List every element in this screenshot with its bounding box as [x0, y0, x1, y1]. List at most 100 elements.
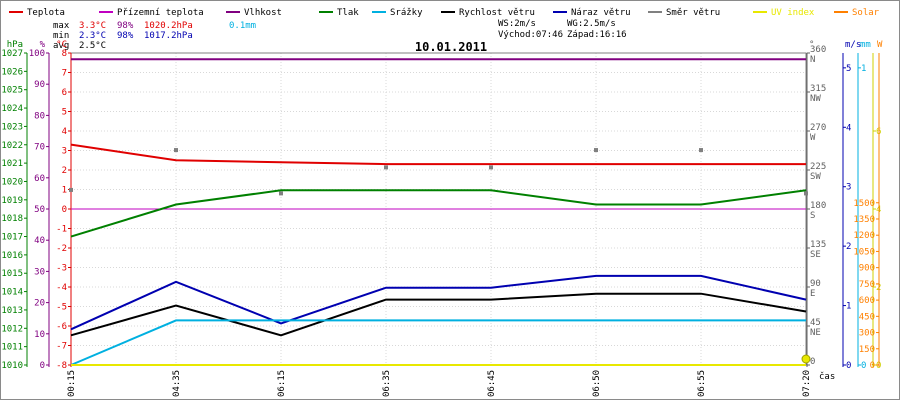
- axis-tick-label: 450: [859, 312, 875, 322]
- axis-tick-label: 135: [810, 240, 826, 250]
- legend-item: Vlhkost: [226, 8, 282, 18]
- hpa-axis: 1010 1011 1012 1013 1014 1015 1016 1017 1018 1019…: [1, 40, 28, 371]
- axis-tick-label: -3: [56, 264, 67, 274]
- legend-item: Směr větru: [648, 8, 720, 18]
- axis-tick-label: -1: [56, 225, 67, 235]
- axis-tick-label: 45: [810, 318, 821, 328]
- direction-label: W: [810, 133, 816, 143]
- axis-tick-label: 70: [34, 143, 45, 153]
- legend-label: Rychlost větru: [459, 8, 535, 18]
- x-tick-label: 06:45: [487, 370, 497, 397]
- legend-item: Rychlost větru: [441, 8, 535, 18]
- legend-item: Srážky: [372, 8, 423, 18]
- x-axis-unit-label: čas: [819, 371, 835, 382]
- axis-tick-label: 1010: [1, 361, 23, 371]
- direction-label: SW: [810, 172, 821, 182]
- axis-tick-label: 1021: [1, 159, 23, 169]
- legend-label: Solar: [852, 8, 880, 18]
- legend-label: Srážky: [390, 8, 423, 18]
- axis-tick-label: 60: [34, 174, 45, 184]
- axis-tick-label: 1026: [1, 67, 23, 77]
- axis-tick-label: 0: [810, 357, 815, 367]
- direction-label: E: [810, 289, 815, 299]
- axis-tick-label: 0: [62, 205, 67, 215]
- wind-direction-point: [69, 187, 73, 192]
- stat-max-temp: 3.3°C: [79, 21, 106, 31]
- axis-tick-label: 50: [34, 205, 45, 215]
- axis-tick-label: 360: [810, 45, 826, 55]
- direction-label: NE: [810, 328, 821, 338]
- axis-tick-label: 225: [810, 162, 826, 172]
- axis-tick-label: -2: [56, 244, 67, 254]
- axis-tick-label: 8: [62, 49, 67, 59]
- x-tick-label: 06:15: [277, 370, 287, 397]
- axis-tick-label: 1027: [1, 49, 23, 59]
- axis-tick-label: 3: [846, 183, 851, 193]
- info-sunset: Západ:16:16: [567, 30, 627, 40]
- series-line-náraz-větru: [70, 274, 807, 331]
- series-wind-direction: [69, 148, 808, 196]
- axis-tick-label: 270: [810, 123, 826, 133]
- axis-tick-label: 1200: [853, 231, 875, 241]
- axis-tick-label: 2: [62, 166, 67, 176]
- axis-tick-label: 3: [62, 147, 67, 157]
- legend-item: Přízemní teplota: [99, 8, 204, 18]
- wind-direction-point: [804, 191, 808, 196]
- legend-label: Teplota: [27, 8, 65, 18]
- wind-direction-point: [489, 165, 493, 170]
- axis-tick-label: 1023: [1, 122, 23, 132]
- series-line-teplota: [70, 143, 806, 166]
- x-tick-label: 07:20: [802, 370, 812, 397]
- legend-item: Solar: [834, 8, 880, 18]
- axis-tick-label: 1018: [1, 214, 23, 224]
- axis-tick-label: 900: [859, 264, 875, 274]
- info-ws: WS:2m/s: [498, 19, 536, 29]
- stat-avg-label: avg: [53, 41, 69, 51]
- axis-tick-label: 10: [34, 330, 45, 340]
- axis-tick-label: 2: [846, 242, 851, 252]
- wind-axis: 0 1 2 3 4 5 m/s: [842, 40, 861, 371]
- axis-tick-label: 100: [29, 49, 45, 59]
- rain-axis: 0 1 mm: [857, 40, 871, 371]
- axis-tick-label: 150: [859, 345, 875, 355]
- axis-unit-label: %: [40, 40, 46, 50]
- axis-tick-label: 1022: [1, 141, 23, 151]
- stat-min-temp: 2.3°C: [79, 31, 106, 41]
- x-tick-label: 00:15: [67, 370, 77, 397]
- x-tick-label: 04:35: [172, 370, 182, 397]
- axis-tick-label: 300: [859, 329, 875, 339]
- legend-label: Vlhkost: [244, 8, 282, 18]
- axis-tick-label: 90: [810, 279, 821, 289]
- axis-tick-label: 1019: [1, 196, 23, 206]
- legend-label: UV index: [771, 8, 815, 18]
- solar-axis: 0 150 300 450 600 750 900 1050 1200 1350 1500 W: [853, 40, 883, 371]
- axis-unit-label: hPa: [7, 40, 23, 50]
- axis-tick-label: 6: [62, 88, 67, 98]
- axis-tick-label: -4: [56, 283, 67, 293]
- series-line-tlak: [70, 189, 807, 238]
- stat-min-hum: 98%: [117, 31, 134, 41]
- direction-label: NW: [810, 94, 821, 104]
- axis-unit-label: °: [809, 40, 814, 50]
- axis-tick-label: 750: [859, 280, 875, 290]
- axis-tick-label: 1: [846, 302, 851, 312]
- axis-tick-label: -8: [56, 361, 67, 371]
- axis-tick-label: 1500: [853, 199, 875, 209]
- axis-unit-label: mm: [860, 40, 871, 50]
- direction-label: S: [810, 211, 815, 221]
- axis-tick-label: 1020: [1, 177, 23, 187]
- axis-tick-label: 1: [62, 186, 67, 196]
- legend-item: UV index: [753, 8, 815, 18]
- axis-tick-label: -6: [56, 322, 67, 332]
- series-line-srážky: [70, 319, 806, 366]
- wind-direction-point: [594, 148, 598, 153]
- stat-avg-temp: 2.5°C: [79, 41, 106, 51]
- stat-max-rain: 0.1mm: [229, 21, 256, 31]
- axis-tick-label: 5: [846, 64, 851, 74]
- axis-tick-label: 4: [846, 123, 851, 133]
- axis-tick-label: 180: [810, 201, 826, 211]
- humidity-axis: 0 10 20 30 40 50 60 70 80 90 100%: [29, 40, 50, 371]
- x-tick-label: 06:50: [592, 370, 602, 397]
